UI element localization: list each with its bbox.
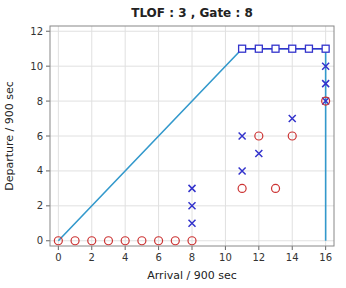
tick-label-y: 0 xyxy=(37,235,43,246)
x-axis-label: Arrival / 900 sec xyxy=(147,269,236,282)
marker-x xyxy=(239,167,246,174)
tick-label-y: 4 xyxy=(37,165,43,176)
marker-circle xyxy=(104,237,112,245)
marker-x xyxy=(189,202,196,209)
tick-label-x: 6 xyxy=(155,252,161,263)
marker-x xyxy=(239,133,246,140)
marker-circle xyxy=(155,237,163,245)
marker-x xyxy=(322,98,329,105)
grid-line-y xyxy=(50,240,334,241)
marker-circle xyxy=(255,132,263,140)
y-axis-label: Departure / 900 sec xyxy=(3,81,16,191)
marker-square xyxy=(305,45,312,52)
tick-label-x: 16 xyxy=(319,252,332,263)
marker-x xyxy=(289,115,296,122)
tick-label-y: 6 xyxy=(37,131,43,142)
tick-x xyxy=(258,246,259,250)
marker-circle xyxy=(188,237,196,245)
tick-y xyxy=(46,136,50,137)
tick-x xyxy=(125,246,126,250)
marker-circle xyxy=(88,237,96,245)
tick-label-x: 0 xyxy=(55,252,61,263)
marks xyxy=(54,45,329,245)
chart-container: 0 2 4 6 8 10 12 14 16 0 2 4 6 8 10 12 TLOF : 3 , Gate : … xyxy=(0,0,346,288)
tick-x xyxy=(292,246,293,250)
plot-frame xyxy=(50,26,334,246)
grid xyxy=(50,26,334,246)
grid-line-y xyxy=(50,170,334,171)
marker-circle xyxy=(288,132,296,140)
marker-circle xyxy=(322,97,330,105)
marker-x xyxy=(255,150,262,157)
tick-label-x: 12 xyxy=(252,252,265,263)
tick-y xyxy=(46,240,50,241)
title: TLOF : 3 , Gate : 8 xyxy=(131,6,253,20)
marker-square xyxy=(289,45,296,52)
marker-square xyxy=(239,45,246,52)
marker-x xyxy=(189,185,196,192)
tick-label-x: 2 xyxy=(89,252,95,263)
grid-line-y xyxy=(50,136,334,137)
tick-x xyxy=(158,246,159,250)
grid-line-y xyxy=(50,66,334,67)
tick-y xyxy=(46,101,50,102)
tick-label-x: 10 xyxy=(219,252,232,263)
marker-square xyxy=(272,45,279,52)
tick-x xyxy=(225,246,226,250)
tick-x xyxy=(192,246,193,250)
series-line xyxy=(242,48,326,50)
tick-x xyxy=(91,246,92,250)
marker-circle xyxy=(138,237,146,245)
chart: 0 2 4 6 8 10 12 14 16 0 2 4 6 8 10 12 TLOF : 3 , Gate : … xyxy=(0,0,346,288)
marker-circle xyxy=(54,237,62,245)
marker-x xyxy=(189,220,196,227)
grid-line-y xyxy=(50,31,334,32)
tick-label-x: 4 xyxy=(122,252,128,263)
tick-label-y: 12 xyxy=(30,26,43,37)
tick-label-y: 8 xyxy=(37,96,43,107)
tick-y xyxy=(46,170,50,171)
tick-y xyxy=(46,66,50,67)
tick-label-x: 8 xyxy=(189,252,195,263)
marker-square xyxy=(322,45,329,52)
series-line xyxy=(58,49,325,241)
marker-circle xyxy=(238,184,246,192)
tick-y xyxy=(46,31,50,32)
tick-label-x: 14 xyxy=(286,252,299,263)
tick-x xyxy=(325,246,326,250)
tick-label-y: 2 xyxy=(37,200,43,211)
tick-label-y: 10 xyxy=(30,61,43,72)
tick-y xyxy=(46,205,50,206)
marker-x xyxy=(322,80,329,87)
tick-x xyxy=(58,246,59,250)
marker-x xyxy=(322,63,329,70)
marker-circle xyxy=(272,184,280,192)
marker-square xyxy=(255,45,262,52)
marker-circle xyxy=(71,237,79,245)
marker-circle xyxy=(171,237,179,245)
marker-circle xyxy=(121,237,129,245)
